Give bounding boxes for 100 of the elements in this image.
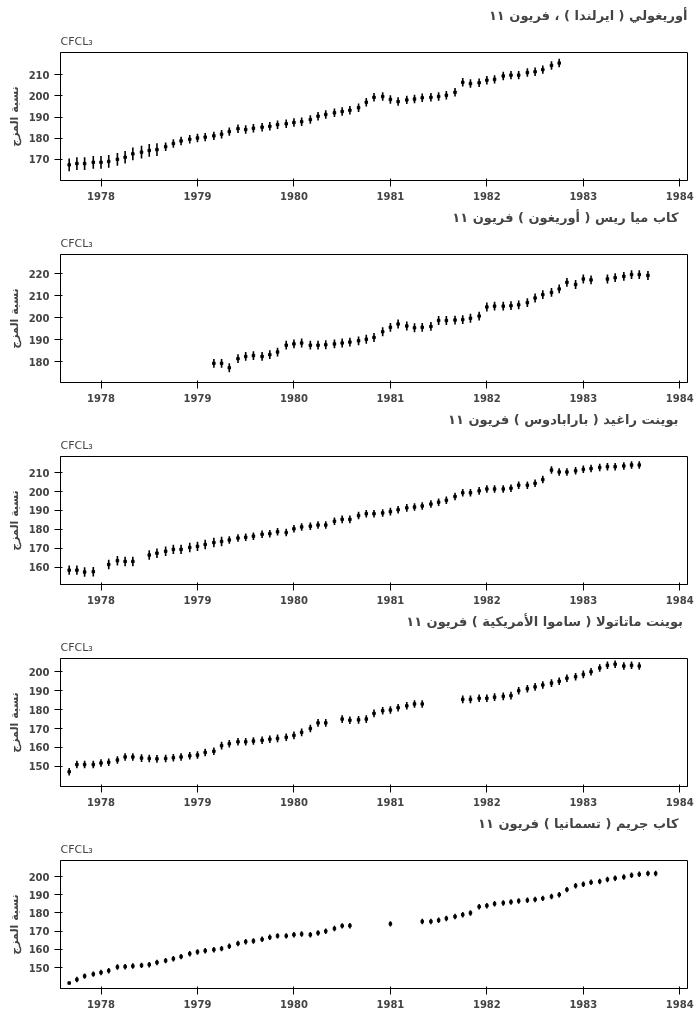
x-tick-label: 1979 xyxy=(183,190,212,202)
chart-title: أوريغولي ( ايرلندا ) ، فريون ١١ xyxy=(488,6,688,23)
y-tick-label: 190 xyxy=(28,685,50,697)
y-tick-label: 150 xyxy=(28,962,50,974)
y-tick-label: 190 xyxy=(28,505,50,517)
y-axis-title: نسبة المزج xyxy=(7,288,22,349)
point xyxy=(340,341,344,345)
point xyxy=(299,341,304,345)
x-tick-label: 1980 xyxy=(280,392,308,404)
chart-subtitle: CFCL₃ xyxy=(60,640,93,654)
point xyxy=(516,303,521,307)
chart-subtitle: CFCL₃ xyxy=(60,236,93,250)
y-tick-label: 220 xyxy=(28,268,50,280)
point xyxy=(405,324,409,328)
point xyxy=(453,318,457,322)
y-tick-label: 180 xyxy=(28,524,50,536)
x-tick-label: 1979 xyxy=(183,594,212,606)
y-axis-title: نسبة المزج xyxy=(7,86,22,147)
x-tick-label: 1982 xyxy=(472,190,501,202)
y-tick-label: 210 xyxy=(28,69,50,81)
point xyxy=(533,296,537,300)
point xyxy=(284,343,288,347)
point xyxy=(581,277,586,281)
x-tick-label: 1978 xyxy=(87,392,115,404)
y-tick-label: 190 xyxy=(28,112,50,124)
point xyxy=(356,339,361,343)
point xyxy=(324,343,328,347)
y-tick-label: 180 xyxy=(28,907,50,919)
y-tick-label: 190 xyxy=(28,334,50,346)
y-tick-label: 200 xyxy=(28,90,50,102)
point xyxy=(557,287,561,291)
x-tick-label: 1978 xyxy=(87,190,115,202)
y-tick-label: 160 xyxy=(28,562,50,574)
y-axis-title: نسبة المزج xyxy=(7,894,22,955)
y-tick-label: 180 xyxy=(28,704,50,716)
x-tick-label: 1981 xyxy=(376,392,405,404)
chart-subtitle: CFCL₃ xyxy=(60,438,93,452)
x-tick-label: 1984 xyxy=(665,998,694,1010)
x-tick-label: 1981 xyxy=(376,594,405,606)
chart-title: بوينت راغيد ( بارابادوس ) فريون ١١ xyxy=(448,411,679,427)
x-tick-label: 1978 xyxy=(87,796,115,808)
point xyxy=(412,326,417,330)
y-tick-label: 210 xyxy=(28,290,50,302)
point xyxy=(364,337,369,341)
y-tick-label: 200 xyxy=(28,871,50,883)
point xyxy=(589,278,593,282)
x-tick-label: 1980 xyxy=(280,190,308,202)
x-tick-label: 1982 xyxy=(472,594,501,606)
y-axis-title: نسبة المزج xyxy=(7,490,22,551)
point xyxy=(485,305,489,309)
point xyxy=(396,322,400,326)
point xyxy=(316,343,320,347)
point xyxy=(492,304,497,308)
x-tick-label: 1979 xyxy=(183,998,212,1010)
x-tick-label: 1983 xyxy=(569,190,598,202)
y-axis-title: نسبة المزج xyxy=(7,692,22,753)
point xyxy=(292,342,296,346)
x-tick-label: 1979 xyxy=(183,796,212,808)
y-tick-label: 170 xyxy=(28,723,50,735)
y-tick-label: 160 xyxy=(28,944,50,956)
y-tick-label: 200 xyxy=(28,312,50,324)
x-tick-label: 1980 xyxy=(280,796,308,808)
x-tick-label: 1984 xyxy=(665,392,694,404)
y-tick-label: 170 xyxy=(28,926,50,938)
x-tick-label: 1982 xyxy=(472,796,501,808)
x-tick-label: 1984 xyxy=(665,190,694,202)
y-tick-label: 200 xyxy=(28,666,50,678)
y-tick-label: 210 xyxy=(28,467,50,479)
x-tick-label: 1984 xyxy=(665,594,694,606)
x-tick-label: 1983 xyxy=(569,998,598,1010)
point xyxy=(501,304,506,308)
x-tick-label: 1978 xyxy=(87,998,115,1010)
chart-title: كاب ميا ريس ( أوريغون ) فريون ١١ xyxy=(452,208,679,225)
chart-subtitle: CFCL₃ xyxy=(60,34,93,48)
y-tick-label: 200 xyxy=(28,486,50,498)
y-tick-label: 170 xyxy=(28,543,50,555)
x-tick-label: 1980 xyxy=(280,594,308,606)
point xyxy=(348,340,352,344)
x-tick-label: 1982 xyxy=(472,392,501,404)
chart-title: بوينت ماتاتولا ( ساموا الأمريكية ) فريون ١١ xyxy=(406,612,683,629)
y-tick-label: 150 xyxy=(28,761,50,773)
x-tick-label: 1984 xyxy=(665,796,694,808)
x-tick-label: 1982 xyxy=(472,998,501,1010)
chart-title: كاب جريم ( تسمانيا ) فريون ١١ xyxy=(478,815,679,831)
x-tick-label: 1983 xyxy=(569,594,598,606)
point xyxy=(308,343,313,347)
y-tick-label: 160 xyxy=(28,742,50,754)
x-tick-label: 1979 xyxy=(183,392,212,404)
y-tick-label: 170 xyxy=(28,154,50,166)
x-tick-label: 1983 xyxy=(569,392,598,404)
x-tick-label: 1978 xyxy=(87,594,115,606)
x-tick-label: 1981 xyxy=(376,998,405,1010)
x-tick-label: 1980 xyxy=(280,998,308,1010)
x-tick-label: 1983 xyxy=(569,796,598,808)
point xyxy=(332,342,337,346)
y-tick-label: 180 xyxy=(28,133,50,145)
x-tick-label: 1981 xyxy=(376,190,405,202)
x-tick-label: 1981 xyxy=(376,796,405,808)
y-tick-label: 190 xyxy=(28,889,50,901)
y-tick-label: 180 xyxy=(28,356,50,368)
